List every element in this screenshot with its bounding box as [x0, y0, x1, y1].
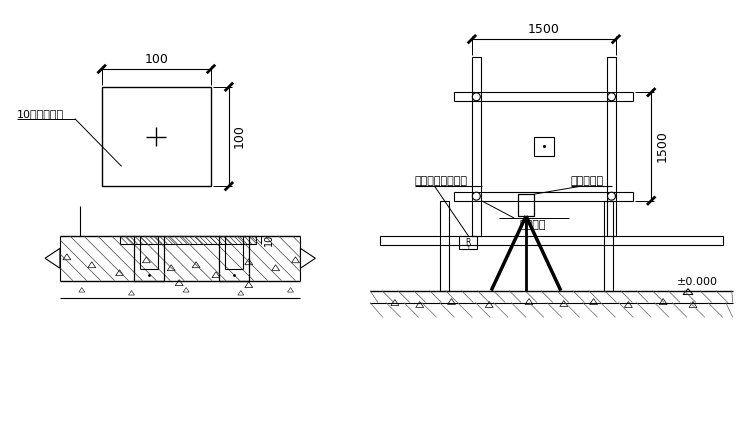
Bar	[534, 136, 554, 157]
Bar	[454, 192, 633, 201]
Circle shape	[608, 192, 616, 200]
Bar	[604, 201, 613, 291]
Text: 1500: 1500	[528, 23, 560, 36]
Text: 激光垂准义: 激光垂准义	[571, 176, 604, 186]
Bar	[460, 236, 477, 249]
Bar	[607, 57, 616, 236]
Bar	[101, 87, 211, 186]
Text: 10: 10	[263, 234, 274, 246]
Circle shape	[472, 192, 480, 200]
Text: 保护栏杆: 保护栏杆	[519, 220, 545, 230]
Polygon shape	[300, 248, 315, 268]
Bar	[454, 92, 633, 101]
Text: 1: 1	[467, 246, 470, 251]
Circle shape	[608, 93, 616, 101]
Text: 控制点编号标识牌: 控制点编号标识牌	[414, 176, 468, 186]
Bar	[518, 194, 534, 216]
Text: 10厘预埋铁件: 10厘预埋铁件	[17, 109, 64, 119]
Text: 100: 100	[144, 53, 168, 66]
Text: ±0.000: ±0.000	[677, 277, 718, 287]
Text: 100: 100	[233, 124, 246, 149]
Bar	[380, 236, 723, 245]
Bar	[120, 236, 256, 244]
Bar	[440, 201, 449, 291]
Polygon shape	[45, 248, 60, 268]
Bar	[472, 57, 481, 236]
Text: 1500: 1500	[655, 131, 668, 162]
Circle shape	[472, 93, 480, 101]
Text: R: R	[465, 238, 471, 248]
